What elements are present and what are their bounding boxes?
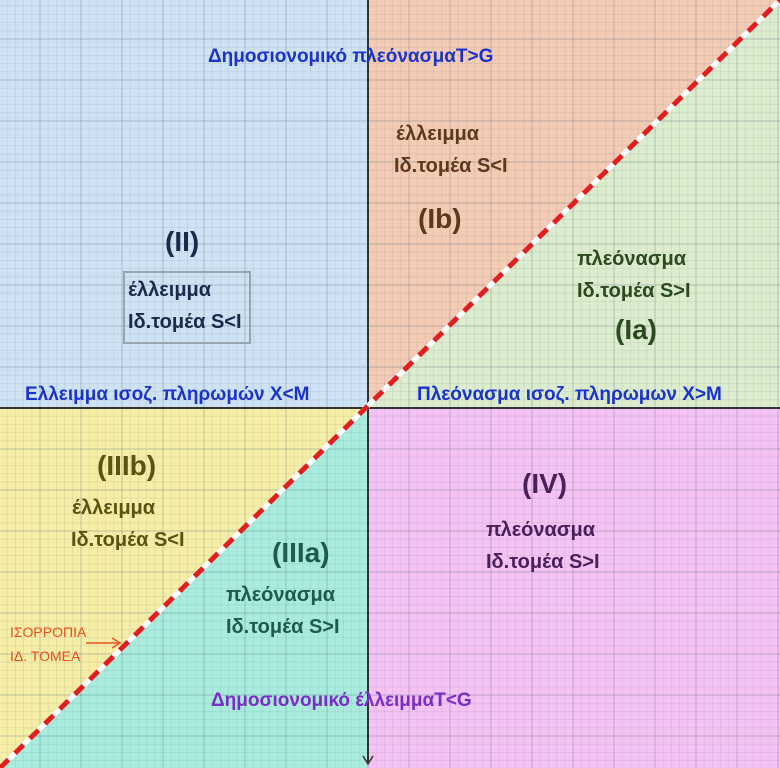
equilibrium-arrowhead-icon xyxy=(111,637,122,649)
axis-label-top: Δημοσιονομικό πλεόνασμαT>G xyxy=(208,46,494,67)
region-IIIb-numeral: (IIIb) xyxy=(97,450,157,481)
axis-label-bottom: Δημοσιονομικό έλλειμμαT<G xyxy=(211,690,472,711)
region-IV-condition-label: Ιδ.τομέα S>I xyxy=(486,551,600,573)
region-IIIa-numeral: (IIIa) xyxy=(272,537,330,568)
region-Ia-condition-label: Ιδ.τομέα S>I xyxy=(577,280,691,302)
equilibrium-label-line2: ΙΔ. ΤΟΜΕΑ xyxy=(10,648,81,664)
region-Ib-numeral: (Ib) xyxy=(418,203,462,234)
axis-label-left: Ελλειμμα ισοζ. πληρωμών X<M xyxy=(25,384,310,405)
equilibrium-label-line1: ΙΣΟΡΡΟΠΙΑ xyxy=(10,624,87,640)
region-II-numeral: (II) xyxy=(165,226,200,257)
region-IIIb-balance-label: έλλειμμα xyxy=(72,497,156,519)
region-IIIa-condition-label: Ιδ.τομέα S>I xyxy=(226,616,340,638)
quadrant-II-background xyxy=(0,0,368,408)
region-II-balance-label: έλλειμμα xyxy=(128,279,212,301)
axis-label-right: Πλεόνασμα ισοζ. πληρωμων X>M xyxy=(417,384,722,405)
region-IIIb-condition-label: Ιδ.τομέα S<I xyxy=(71,529,185,551)
region-II-condition-label: Ιδ.τομέα S<I xyxy=(128,311,242,333)
region-IV-balance-label: πλεόνασμα xyxy=(486,519,596,541)
quadrant-IV-background xyxy=(368,408,780,768)
region-II-text-box xyxy=(123,271,251,344)
region-Ib-balance-label: έλλειμμα xyxy=(396,123,480,145)
region-Ia-numeral: (Ia) xyxy=(615,314,657,345)
region-Ia-balance-label: πλεόνασμα xyxy=(577,248,687,270)
vertical-axis-arrow-icon xyxy=(362,755,374,766)
region-Ib-condition-label: Ιδ.τομέα S<I xyxy=(394,155,508,177)
region-IIIa-balance-label: πλεόνασμα xyxy=(226,584,336,606)
region-IV-numeral: (IV) xyxy=(522,468,568,499)
